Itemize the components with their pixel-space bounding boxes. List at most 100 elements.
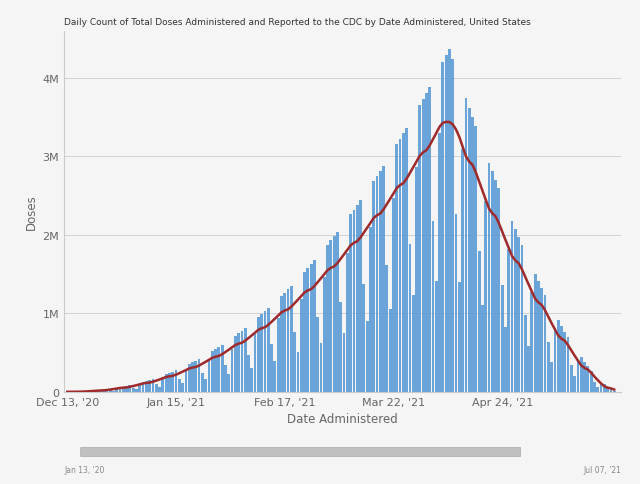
- Bar: [109, 391, 111, 392]
- Bar: [118, 388, 122, 392]
- Bar: [593, 382, 596, 392]
- Bar: [106, 390, 108, 392]
- Bar: [95, 391, 99, 392]
- Bar: [362, 284, 365, 392]
- Bar: [161, 379, 164, 392]
- Bar: [356, 206, 358, 392]
- Bar: [474, 127, 477, 392]
- Bar: [504, 327, 507, 392]
- Bar: [563, 332, 566, 392]
- Bar: [234, 336, 237, 392]
- Bar: [514, 230, 516, 392]
- Bar: [207, 361, 211, 392]
- Bar: [369, 227, 372, 392]
- Bar: [425, 93, 428, 392]
- Bar: [540, 288, 543, 392]
- Bar: [270, 345, 273, 392]
- Bar: [392, 199, 395, 392]
- Bar: [300, 299, 303, 392]
- Bar: [494, 181, 497, 392]
- Bar: [454, 215, 458, 392]
- Bar: [385, 265, 388, 392]
- Bar: [531, 292, 533, 392]
- Bar: [211, 351, 214, 392]
- Bar: [224, 365, 227, 392]
- Bar: [577, 361, 579, 392]
- Bar: [115, 389, 118, 392]
- Bar: [342, 333, 346, 392]
- X-axis label: Date Administered: Date Administered: [287, 412, 398, 425]
- Bar: [168, 373, 171, 392]
- Bar: [376, 177, 378, 392]
- Bar: [280, 296, 283, 392]
- Bar: [560, 326, 563, 392]
- Bar: [527, 346, 530, 392]
- Bar: [586, 367, 589, 392]
- Bar: [260, 315, 263, 392]
- Bar: [218, 348, 220, 392]
- Bar: [227, 374, 230, 392]
- Bar: [448, 50, 451, 392]
- Bar: [267, 309, 269, 392]
- Bar: [488, 163, 490, 392]
- Bar: [112, 391, 115, 392]
- Bar: [435, 281, 438, 392]
- Bar: [191, 363, 194, 392]
- Bar: [511, 222, 513, 392]
- Bar: [557, 320, 559, 392]
- Bar: [290, 287, 292, 392]
- Bar: [188, 364, 191, 392]
- Bar: [388, 309, 392, 392]
- Bar: [537, 282, 540, 392]
- Bar: [313, 261, 316, 392]
- Bar: [484, 202, 487, 392]
- Bar: [428, 88, 431, 392]
- Bar: [204, 379, 207, 392]
- Y-axis label: Doses: Doses: [25, 194, 38, 229]
- Bar: [303, 272, 306, 392]
- Bar: [326, 245, 329, 392]
- Bar: [178, 379, 180, 392]
- Bar: [296, 353, 300, 392]
- Bar: [284, 293, 286, 392]
- Bar: [155, 384, 157, 392]
- Bar: [122, 387, 125, 392]
- Bar: [596, 387, 599, 392]
- Bar: [603, 384, 605, 392]
- Bar: [554, 330, 556, 392]
- Bar: [415, 167, 418, 392]
- Bar: [399, 140, 401, 392]
- Bar: [500, 285, 504, 392]
- Bar: [221, 345, 223, 392]
- Bar: [382, 166, 385, 392]
- Bar: [181, 383, 184, 392]
- Bar: [491, 172, 493, 392]
- Bar: [152, 379, 154, 392]
- Bar: [583, 363, 586, 392]
- Text: Jul 07, '21: Jul 07, '21: [583, 465, 621, 474]
- Bar: [333, 237, 335, 392]
- Bar: [287, 290, 289, 392]
- Bar: [253, 335, 257, 392]
- Bar: [145, 381, 148, 392]
- Bar: [241, 331, 243, 392]
- Bar: [431, 221, 435, 392]
- Bar: [230, 349, 234, 392]
- Bar: [99, 391, 102, 392]
- Bar: [547, 342, 550, 392]
- Bar: [477, 251, 481, 392]
- Bar: [353, 211, 355, 392]
- Bar: [408, 244, 412, 392]
- Bar: [606, 387, 609, 392]
- Bar: [310, 265, 312, 392]
- Bar: [198, 359, 200, 392]
- Bar: [468, 108, 470, 392]
- Bar: [330, 241, 332, 392]
- Bar: [442, 62, 444, 392]
- Bar: [175, 370, 177, 392]
- Bar: [524, 316, 527, 392]
- Bar: [141, 382, 145, 392]
- Bar: [201, 373, 204, 392]
- Bar: [316, 318, 319, 392]
- Bar: [92, 391, 95, 392]
